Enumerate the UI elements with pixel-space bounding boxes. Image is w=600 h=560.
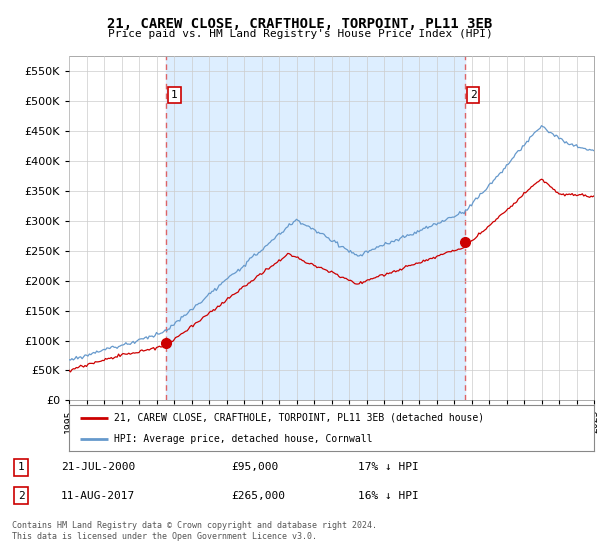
Text: 21, CAREW CLOSE, CRAFTHOLE, TORPOINT, PL11 3EB: 21, CAREW CLOSE, CRAFTHOLE, TORPOINT, PL…	[107, 17, 493, 31]
Text: 21, CAREW CLOSE, CRAFTHOLE, TORPOINT, PL11 3EB (detached house): 21, CAREW CLOSE, CRAFTHOLE, TORPOINT, PL…	[113, 413, 484, 423]
Text: HPI: Average price, detached house, Cornwall: HPI: Average price, detached house, Corn…	[113, 434, 372, 444]
Text: Contains HM Land Registry data © Crown copyright and database right 2024.
This d: Contains HM Land Registry data © Crown c…	[12, 521, 377, 541]
Text: £265,000: £265,000	[231, 491, 285, 501]
Text: £95,000: £95,000	[231, 463, 278, 473]
Text: 16% ↓ HPI: 16% ↓ HPI	[358, 491, 418, 501]
Text: 1: 1	[171, 90, 178, 100]
Text: 1: 1	[18, 463, 25, 473]
Text: 17% ↓ HPI: 17% ↓ HPI	[358, 463, 418, 473]
Text: 21-JUL-2000: 21-JUL-2000	[61, 463, 135, 473]
Text: 2: 2	[18, 491, 25, 501]
Text: 2: 2	[470, 90, 476, 100]
Bar	[166, 56, 464, 400]
Text: 11-AUG-2017: 11-AUG-2017	[61, 491, 135, 501]
Text: Price paid vs. HM Land Registry's House Price Index (HPI): Price paid vs. HM Land Registry's House …	[107, 29, 493, 39]
